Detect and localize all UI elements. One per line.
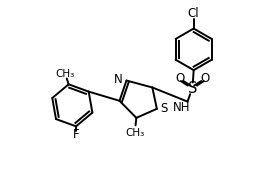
Text: S: S [188,81,197,96]
Text: N: N [114,73,123,86]
Text: CH₃: CH₃ [55,69,74,79]
Text: Cl: Cl [188,7,200,20]
Text: CH₃: CH₃ [125,127,145,137]
Text: F: F [73,128,79,141]
Text: NH: NH [173,101,190,114]
Text: O: O [175,72,184,85]
Text: O: O [201,72,210,85]
Text: S: S [161,102,168,115]
